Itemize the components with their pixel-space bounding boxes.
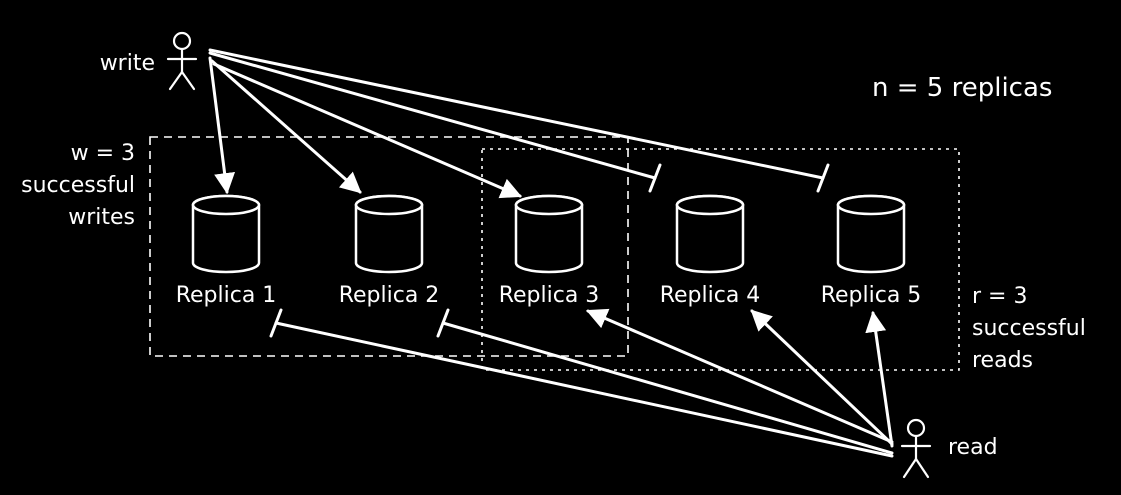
read-arrow-replica-4 [750,309,894,446]
replica-count-label: n = 5 replicas [872,73,1052,103]
read-request-lines [269,308,894,458]
read-arrow-replica-3 [586,308,894,444]
write-request-lines [208,48,830,199]
replica-3-label: Replica 3 [499,283,600,308]
replica-group: Replica 1 Replica 2 Replica 3 Replica 4 Repl… [176,194,922,308]
replica-5-label: Replica 5 [821,283,922,308]
replica-1-label: Replica 1 [176,283,277,308]
database-icon [191,194,261,274]
write-quorum-line-2: successful [21,173,135,198]
write-failure-mark-replica-5 [816,163,830,193]
database-icon [514,194,584,274]
write-quorum-label: w = 3 successful writes [21,141,135,230]
write-failed-line-replica-5 [208,48,825,180]
write-arrow-replica-3 [212,62,522,199]
replica-5: Replica 5 [821,194,922,308]
write-quorum-line-3: writes [68,205,135,230]
reader-label: read [948,435,998,460]
read-arrow-replica-5 [865,310,894,448]
read-quorum-box [481,148,960,371]
write-quorum-line-1: w = 3 [71,141,135,166]
database-icon [836,194,906,274]
read-failure-mark-replica-2 [436,308,450,338]
read-quorum-line-1: r = 3 [972,284,1027,309]
database-icon [354,194,424,274]
replica-2-label: Replica 2 [339,283,440,308]
replica-2: Replica 2 [339,194,440,308]
read-failed-line-replica-1 [274,321,894,458]
reader-person-icon [900,418,932,479]
write-quorum-box [149,136,629,357]
replica-4: Replica 4 [660,194,761,308]
reader-actor: read [900,418,998,479]
database-icon [675,194,745,274]
read-quorum-label: r = 3 successful reads [972,284,1086,373]
writer-person-icon [166,31,198,91]
writer-actor: write [100,31,198,91]
replica-3: Replica 3 [499,194,600,308]
read-failure-mark-replica-1 [269,308,283,338]
read-quorum-line-2: successful [972,316,1086,341]
writer-label: write [100,51,155,76]
write-failure-mark-replica-4 [648,163,662,193]
write-failed-line-replica-4 [208,51,657,180]
write-arrow-replica-2 [210,59,362,194]
read-quorum-line-3: reads [972,348,1033,373]
write-arrow-replica-1 [208,56,236,195]
replica-1: Replica 1 [176,194,277,308]
replica-4-label: Replica 4 [660,283,761,308]
read-failed-line-replica-2 [441,321,894,455]
